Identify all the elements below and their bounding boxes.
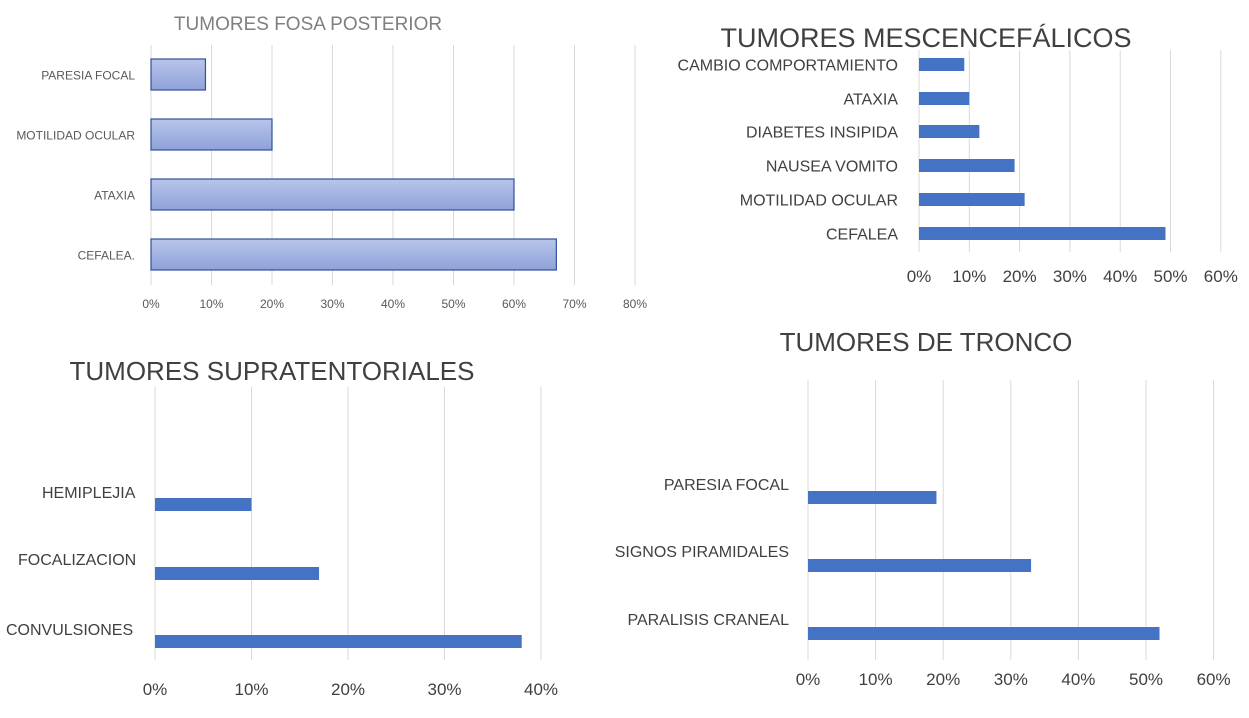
category-label: CEFALEA.: [78, 249, 135, 263]
category-label: PARALISIS CRANEAL: [627, 612, 789, 629]
category-label: CONVULSIONES: [6, 622, 133, 639]
bar: [155, 567, 320, 580]
category-label: SIGNOS PIRAMIDALES: [615, 544, 789, 561]
bar: [919, 58, 965, 71]
bar: [808, 627, 1160, 640]
x-tick-label: 40%: [381, 297, 405, 311]
bar: [150, 238, 557, 271]
category-label: CAMBIO COMPORTAMIENTO: [678, 58, 898, 75]
x-tick-label: 50%: [1153, 267, 1187, 286]
bar: [150, 178, 515, 211]
x-tick-label: 40%: [1061, 670, 1095, 689]
x-tick-label: 0%: [907, 267, 932, 286]
bar: [919, 92, 970, 105]
x-tick-label: 70%: [562, 297, 586, 311]
category-label: MOTILIDAD OCULAR: [16, 129, 135, 143]
x-tick-label: 30%: [1053, 267, 1087, 286]
category-label: MOTILIDAD OCULAR: [740, 193, 898, 210]
chart-2: 0% 10% 20% 30% 40% 50% 60% TUMORES MESCENCEFÁLI…: [678, 23, 1238, 286]
category-label: FOCALIZACION: [18, 552, 136, 569]
chart-1: 0% 10% 20% 30% 40% 50% 60% 70% 80% TUMORES FOSA P…: [16, 14, 647, 311]
x-tick-label: 10%: [859, 670, 893, 689]
bar: [919, 159, 1015, 172]
chart-3: 0% 10% 20% 30% 40% TUMORES SUPRATENTORIALES HE…: [6, 356, 558, 699]
bar: [919, 125, 980, 138]
x-tick-label: 0%: [796, 670, 821, 689]
x-tick-label: 0%: [143, 680, 168, 699]
x-tick-label: 20%: [926, 670, 960, 689]
bar: [919, 193, 1025, 206]
x-tick-label: 10%: [199, 297, 223, 311]
chart-title: TUMORES SUPRATENTORIALES: [70, 356, 475, 386]
category-label: HEMIPLEJIA: [42, 485, 136, 502]
category-label: NAUSEA VOMITO: [766, 159, 898, 176]
bar: [808, 559, 1032, 572]
bar: [919, 227, 1166, 240]
category-label: PARESIA FOCAL: [664, 477, 789, 494]
x-tick-label: 60%: [1204, 267, 1238, 286]
x-tick-label: 30%: [994, 670, 1028, 689]
chart-4: 0% 10% 20% 30% 40% 50% 60% TUMORES DE TRONCO PAR…: [615, 327, 1231, 689]
x-tick-label: 0%: [142, 297, 160, 311]
x-tick-label: 40%: [524, 680, 558, 699]
x-tick-label: 50%: [441, 297, 465, 311]
chart-title: TUMORES DE TRONCO: [780, 327, 1073, 357]
category-label: PARESIA FOCAL: [41, 69, 135, 83]
x-tick-label: 30%: [427, 680, 461, 699]
x-tick-label: 10%: [952, 267, 986, 286]
x-tick-label: 20%: [260, 297, 284, 311]
chart-title: TUMORES MESCENCEFÁLICOS: [720, 23, 1131, 53]
x-tick-label: 10%: [234, 680, 268, 699]
x-tick-label: 40%: [1103, 267, 1137, 286]
x-tick-label: 60%: [1197, 670, 1231, 689]
bar: [155, 498, 252, 511]
x-tick-label: 20%: [1003, 267, 1037, 286]
bar: [808, 491, 937, 504]
category-label: ATAXIA: [843, 92, 898, 109]
bar: [155, 635, 522, 648]
x-tick-label: 30%: [320, 297, 344, 311]
category-label: DIABETES INSIPIDA: [746, 125, 898, 142]
x-tick-label: 50%: [1129, 670, 1163, 689]
bar: [150, 58, 207, 91]
chart-title: TUMORES FOSA POSTERIOR: [174, 14, 442, 35]
x-tick-label: 60%: [502, 297, 526, 311]
x-tick-label: 20%: [331, 680, 365, 699]
category-label: CEFALEA: [826, 227, 898, 244]
bar: [150, 118, 273, 151]
x-tick-label: 80%: [623, 297, 647, 311]
category-label: ATAXIA: [94, 189, 135, 203]
